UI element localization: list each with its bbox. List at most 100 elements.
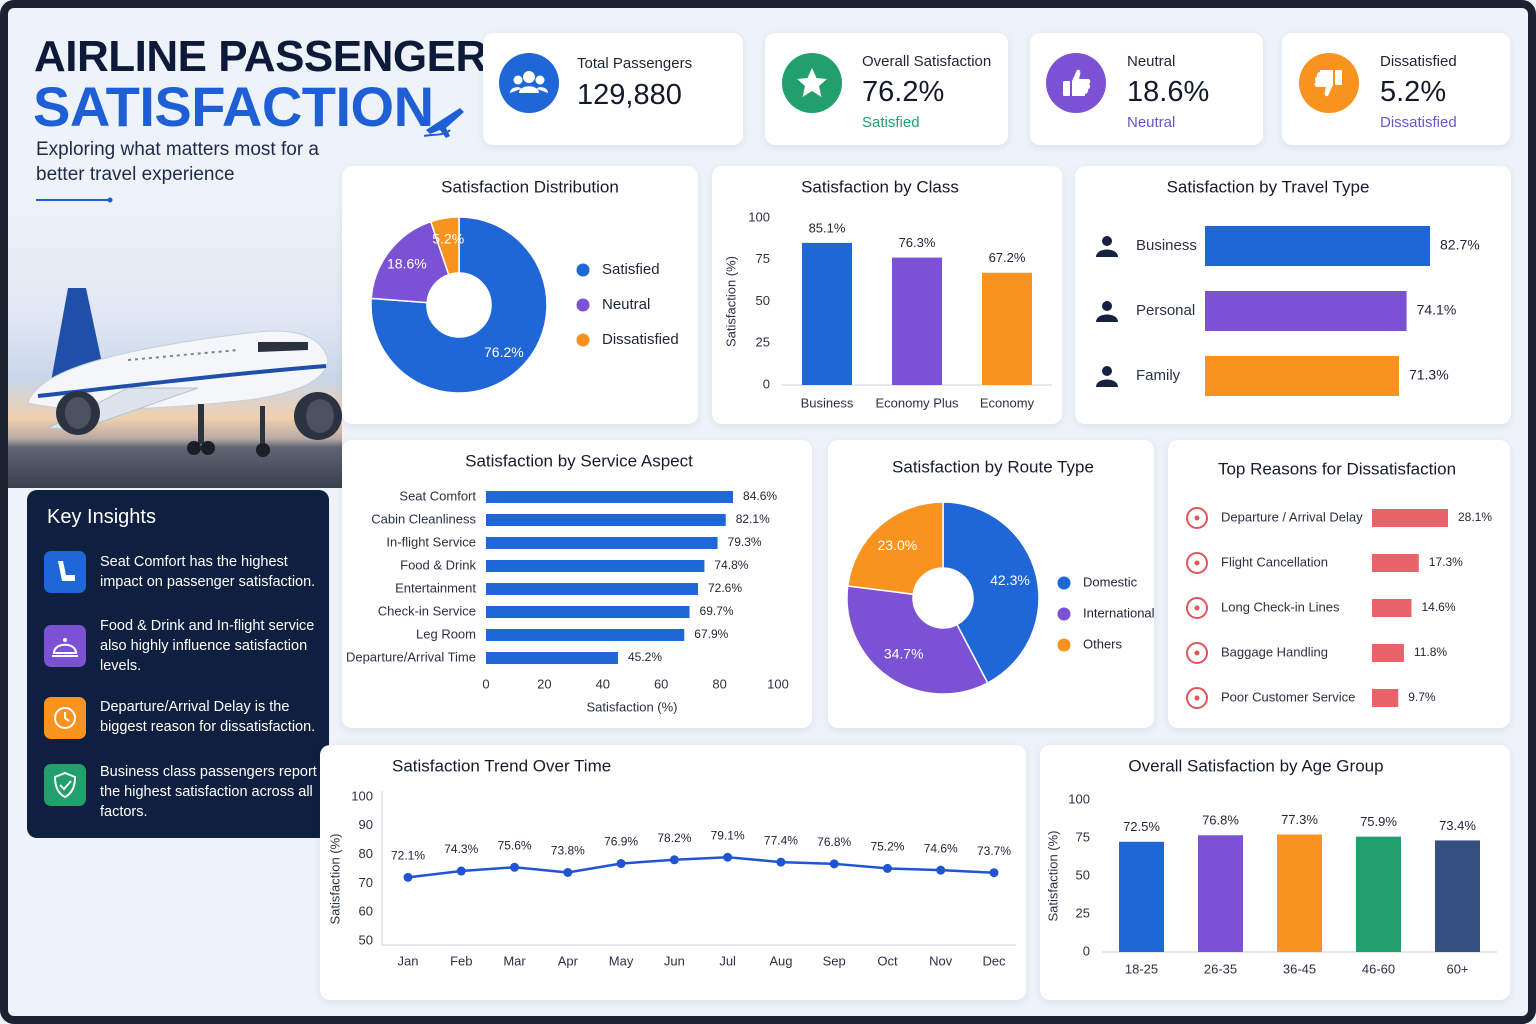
point: [829, 859, 839, 869]
kpi-note: Satisfied: [862, 114, 920, 131]
chart: Satisfaction by Travel Type 82.7% Business…: [1096, 177, 1480, 396]
chart-card: Overall Satisfaction by Age Group 0 25 50 75…: [1040, 745, 1510, 1000]
kpi-value: 129,880: [577, 79, 682, 111]
insight-text: Food & Drink and In-flight service also …: [100, 618, 315, 674]
icon: [1186, 507, 1208, 529]
icon: [1102, 236, 1112, 246]
y-tick-label: 75: [1076, 829, 1090, 844]
chart: Satisfaction by Class 0 25 50 75 100 Satisfact…: [723, 177, 1052, 410]
kpi-icon: [499, 53, 559, 113]
y-tick-label: 70: [359, 875, 373, 890]
chart: Satisfaction Distribution 76.2% Satisfied 1…: [370, 177, 679, 394]
data-label: 74.6%: [924, 841, 958, 855]
icon: [1194, 650, 1200, 656]
chart: Top Reasons for Dissatisfaction 28.1% Depa…: [1186, 459, 1492, 709]
subtitle: Exploring what matters most for a better…: [36, 139, 319, 185]
x-tick-label: Economy Plus: [875, 395, 959, 410]
kpi-note: Neutral: [1127, 114, 1176, 131]
data-label: 73.4%: [1439, 818, 1476, 833]
data-label: 67.2%: [989, 250, 1026, 265]
x-tick-label: May: [609, 953, 634, 968]
bar: [486, 560, 705, 572]
category-label: Cabin Cleanliness: [371, 511, 476, 526]
chart: Overall Satisfaction by Age Group 0 25 50 75…: [1045, 756, 1497, 976]
data-label: 74.1%: [1417, 302, 1457, 318]
legend-label: Others: [1083, 636, 1123, 651]
chart-title: Satisfaction by Travel Type: [1167, 177, 1370, 196]
data-label: 76.8%: [817, 835, 851, 849]
x-tick-label: 80: [712, 676, 726, 691]
icon: [1186, 552, 1208, 574]
chart: Satisfaction Trend Over Time 50 60 70 80 90 10…: [327, 756, 1016, 968]
icon: [1194, 605, 1200, 611]
icon: [1096, 249, 1118, 257]
category-label: Long Check-in Lines: [1221, 599, 1340, 614]
bar: [1372, 689, 1399, 707]
data-label: 72.6%: [708, 581, 742, 595]
category-label: Entertainment: [395, 580, 476, 595]
data-label: 5.2%: [432, 231, 464, 247]
insight-icon: [44, 764, 86, 806]
data-label: 82.1%: [736, 512, 770, 526]
y-axis-label: Satisfaction (%): [327, 833, 342, 924]
bar: [486, 629, 685, 641]
bar: [1205, 291, 1407, 331]
data-label: 9.7%: [1408, 690, 1436, 704]
category-label: In-flight Service: [386, 534, 476, 549]
data-label: 79.3%: [728, 535, 762, 549]
data-label: 73.7%: [977, 844, 1011, 858]
hero-image: [8, 8, 342, 488]
category-label: Baggage Handling: [1221, 644, 1328, 659]
y-tick-label: 50: [1076, 867, 1090, 882]
title: SATISFACTION: [33, 75, 434, 138]
data-label: 84.6%: [743, 489, 777, 503]
kpi-value: 18.6%: [1127, 76, 1210, 108]
y-tick-label: 0: [1083, 943, 1090, 958]
bar: [1372, 554, 1419, 572]
data-label: 73.8%: [551, 844, 585, 858]
y-tick-label: 75: [756, 251, 770, 266]
icon: [1186, 597, 1208, 619]
x-tick-label: 100: [767, 676, 789, 691]
donut-slice: [370, 220, 450, 304]
kpi-label: Total Passengers: [577, 55, 693, 72]
chart-title: Satisfaction Distribution: [441, 177, 619, 196]
title: AIRLINE PASSENGER: [34, 32, 487, 81]
x-tick-label: Mar: [503, 953, 526, 968]
chart-title: Satisfaction by Class: [801, 177, 959, 196]
chart-card: Satisfaction Distribution 76.2% Satisfied 1…: [342, 166, 698, 424]
kpi-value: 5.2%: [1380, 76, 1447, 108]
bar: [1277, 834, 1322, 952]
data-label: 71.3%: [1409, 367, 1449, 383]
y-tick-label: 25: [756, 335, 770, 350]
x-tick-label: 18-25: [1125, 961, 1158, 976]
bar: [1372, 644, 1404, 662]
category-label: Business: [1136, 237, 1197, 254]
data-label: 76.3%: [899, 235, 936, 250]
point: [563, 867, 573, 877]
x-tick-label: Oct: [877, 953, 898, 968]
bar: [486, 491, 734, 503]
data-label: 74.8%: [714, 558, 748, 572]
data-label: 17.3%: [1429, 555, 1463, 569]
icon-glyph: [53, 771, 77, 799]
bar: [1198, 835, 1243, 952]
insight-icon: [44, 697, 86, 739]
bar: [486, 583, 698, 595]
data-label: 18.6%: [387, 255, 427, 271]
kpi-note: Dissatisfied: [1380, 114, 1457, 131]
kpi-card: Total Passengers 129,880: [483, 33, 743, 145]
x-tick-label: 20: [537, 676, 551, 691]
bar: [1372, 599, 1412, 617]
category-label: Check-in Service: [378, 603, 476, 618]
y-tick-label: 60: [359, 904, 373, 919]
legend-marker: [1057, 638, 1071, 652]
x-tick-label: 46-60: [1362, 961, 1395, 976]
kpi-icon: [782, 53, 842, 113]
icon: [1194, 695, 1200, 701]
chart-title: Overall Satisfaction by Age Group: [1128, 756, 1383, 775]
data-label: 76.2%: [484, 344, 524, 360]
x-tick-label: Dec: [982, 953, 1006, 968]
category-label: Family: [1136, 367, 1181, 384]
data-label: 85.1%: [809, 220, 846, 235]
